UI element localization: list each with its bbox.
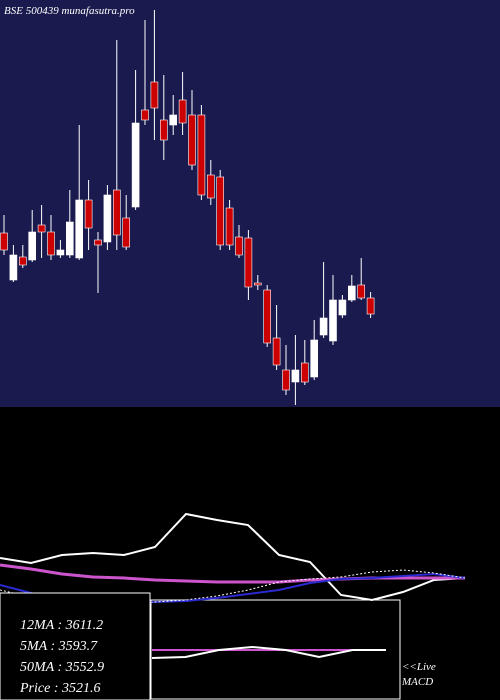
ma-box: [0, 592, 151, 700]
candle-body: [9, 254, 18, 281]
candle-body: [329, 299, 337, 342]
candle-body: [347, 285, 356, 301]
candle-body: [197, 114, 206, 196]
candle-body: [66, 221, 74, 256]
candle-body: [122, 217, 130, 248]
indicator-line: [0, 512, 466, 602]
candle-body: [178, 99, 187, 124]
candle-body: [0, 232, 8, 251]
candle-body: [319, 317, 328, 336]
candle-body: [150, 81, 159, 109]
macd-label: MACD: [401, 676, 433, 688]
macd-label: <<Live: [402, 661, 436, 673]
candle-body: [338, 299, 347, 316]
candle-body: [160, 119, 168, 141]
price-panel: [0, 0, 500, 407]
candle-body: [103, 194, 112, 243]
ma-label: 12MA : 3611.2: [20, 618, 103, 633]
chart-title: BSE 500439 munafasutra.pro: [4, 5, 135, 17]
ma-label: Price : 3521.6: [19, 681, 100, 696]
candle-body: [282, 369, 290, 391]
candle-body: [94, 239, 102, 246]
candle-body: [169, 114, 177, 126]
candle-body: [244, 237, 253, 288]
candle-body: [84, 199, 93, 229]
candle-body: [254, 282, 262, 286]
candle-body: [300, 362, 309, 383]
candle-body: [366, 297, 375, 315]
candle-body: [357, 284, 366, 299]
candle-body: [141, 109, 149, 121]
candle-body: [113, 189, 121, 236]
candle-body: [37, 224, 46, 233]
candle-body: [18, 256, 27, 266]
candle-body: [75, 199, 83, 259]
candle-body: [47, 231, 55, 256]
ma-label: 5MA : 3593.7: [20, 639, 98, 654]
candle-body: [263, 289, 272, 344]
candle-body: [28, 231, 37, 261]
candle-body: [225, 207, 234, 246]
indicator-line: [0, 563, 465, 584]
candle-body: [310, 339, 319, 378]
candle-body: [188, 114, 196, 166]
candle-body: [131, 122, 140, 208]
indicator-line: [151, 645, 386, 659]
candle-body: [235, 236, 243, 256]
candle-body: [272, 337, 281, 366]
candle-body: [207, 174, 215, 199]
ma-label: 50MA : 3552.9: [20, 660, 104, 675]
candle-body: [291, 369, 300, 383]
candle-body: [216, 176, 224, 246]
candle-body: [56, 249, 65, 256]
